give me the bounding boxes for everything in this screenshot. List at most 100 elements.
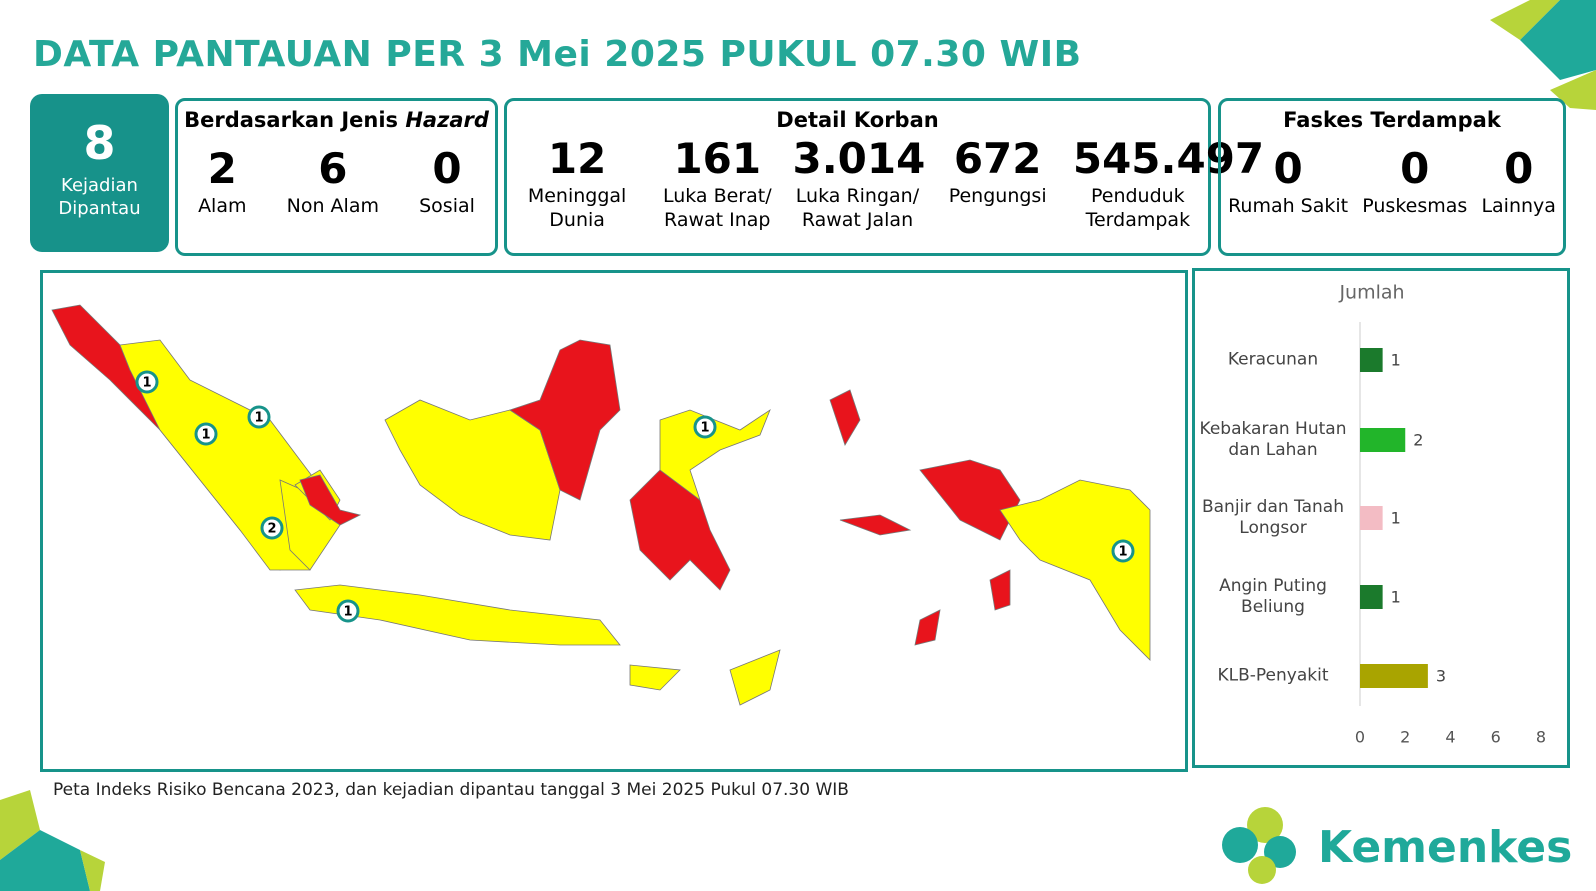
korban-label: Penduduk Terdampak <box>1085 185 1191 231</box>
faskes-label: Puskesmas <box>1362 195 1468 217</box>
bar <box>1360 428 1406 452</box>
region <box>839 514 912 536</box>
summary-card: 8 Kejadian Dipantau <box>30 94 169 252</box>
marker-label: 1 <box>343 605 352 620</box>
region <box>729 649 781 706</box>
map-frame <box>40 270 1188 772</box>
marker-label: 1 <box>254 411 263 426</box>
value-label: 1 <box>1391 351 1401 370</box>
value-label: 2 <box>1413 431 1423 450</box>
faskes-value: 0 <box>1400 144 1430 193</box>
region <box>509 339 621 501</box>
hazard-title-text: Berdasarkan Jenis <box>184 108 399 132</box>
region <box>629 469 731 591</box>
summary-count: 8 <box>83 116 116 170</box>
korban-value: 3.014 <box>792 134 926 183</box>
faskes-card: Faskes Terdampak 0 Rumah Sakit 0 Puskesmas 0… <box>1218 98 1566 256</box>
marker <box>247 405 271 429</box>
hazard-value: 0 <box>432 144 462 193</box>
korban-item: 3.014 Luka Ringan/ Rawat Jalan <box>792 134 926 232</box>
logo-text: Kemenkes <box>1318 822 1573 873</box>
faskes-value: 0 <box>1273 144 1303 193</box>
axis-title: Jumlah <box>1338 282 1404 304</box>
region <box>829 389 861 446</box>
bar <box>1360 506 1383 530</box>
x-tick-label: 4 <box>1445 728 1455 747</box>
corner-shape <box>0 790 40 860</box>
hazard-card: Berdasarkan Jenis Hazard 2 Alam 6 Non Alam 0… <box>175 98 498 256</box>
value-label: 1 <box>1391 509 1401 528</box>
region <box>989 569 1011 611</box>
hazard-item: 0 Sosial <box>419 144 475 218</box>
x-tick-label: 8 <box>1536 728 1546 747</box>
hazard-item: 6 Non Alam <box>287 144 379 218</box>
faskes-label: Rumah Sakit <box>1228 195 1349 217</box>
x-tick-label: 6 <box>1491 728 1501 747</box>
region <box>919 459 1021 541</box>
marker <box>336 599 360 623</box>
faskes-item: 0 Lainnya <box>1481 144 1555 218</box>
region <box>629 664 681 691</box>
value-label: 3 <box>1436 667 1446 686</box>
bar <box>1360 664 1428 688</box>
region <box>384 399 561 541</box>
category-label: Kebakaran Hutan dan Lahan <box>1199 419 1347 460</box>
hazard-value: 6 <box>318 144 348 193</box>
region <box>914 609 941 646</box>
marker-label: 1 <box>142 376 151 391</box>
bar <box>1360 585 1383 609</box>
hazard-items: 2 Alam 6 Non Alam 0 Sosial <box>178 144 495 218</box>
marker-label: 1 <box>1118 545 1127 560</box>
korban-value: 161 <box>673 134 762 183</box>
hazard-label: Sosial <box>419 195 475 217</box>
marker <box>260 516 284 540</box>
korban-label: Luka Berat/ Rawat Inap <box>662 185 772 231</box>
korban-card: Detail Korban 12 Meninggal Dunia 161 Luka B… <box>504 98 1264 256</box>
map: 1 1 1 2 1 1 1 <box>51 304 1151 706</box>
page-title: DATA PANTAUAN PER 3 Mei 2025 PUKUL 07.30… <box>33 34 1082 75</box>
bar <box>1360 348 1383 372</box>
faskes-title: Faskes Terdampak <box>1283 108 1501 132</box>
category-label: Keracunan <box>1227 349 1319 370</box>
hazard-title-italic: Hazard <box>405 108 489 132</box>
faskes-value: 0 <box>1504 144 1534 193</box>
marker-label: 1 <box>700 421 709 436</box>
faskes-label: Lainnya <box>1481 195 1556 217</box>
summary-label: Kejadian Dipantau <box>58 175 141 219</box>
korban-item: 672 Pengungsi <box>933 134 1063 232</box>
marker-label: 2 <box>267 522 276 537</box>
marker <box>693 415 717 439</box>
korban-items: 12 Meninggal Dunia 161 Luka Berat/ Rawat In… <box>507 134 1264 232</box>
chart-frame <box>1192 268 1570 768</box>
marker <box>194 422 218 446</box>
korban-label: Meninggal Dunia <box>527 185 627 231</box>
hazard-item: 2 Alam <box>198 144 246 218</box>
region <box>299 474 362 526</box>
category-label: Angin Puting Beliung <box>1219 576 1327 617</box>
faskes-item: 0 Rumah Sakit <box>1228 144 1348 218</box>
corner-shape <box>1490 0 1560 40</box>
faskes-items: 0 Rumah Sakit 0 Puskesmas 0 Lainnya <box>1221 144 1563 218</box>
logo-icon <box>1222 807 1296 884</box>
corner-shape <box>80 850 105 891</box>
hazard-label: Alam <box>198 195 247 217</box>
faskes-item: 0 Puskesmas <box>1362 144 1467 218</box>
korban-title: Detail Korban <box>776 108 939 132</box>
korban-item: 161 Luka Berat/ Rawat Inap <box>652 134 782 232</box>
korban-value: 672 <box>953 134 1042 183</box>
caption: Peta Indeks Risiko Bencana 2023, dan kej… <box>53 780 849 800</box>
marker-label: 1 <box>201 428 210 443</box>
korban-value: 12 <box>547 134 607 183</box>
value-label: 1 <box>1391 588 1401 607</box>
region <box>999 479 1151 661</box>
hazard-value: 2 <box>207 144 237 193</box>
korban-item: 12 Meninggal Dunia <box>512 134 642 232</box>
x-tick-label: 0 <box>1355 728 1365 747</box>
hazard-title: Berdasarkan Jenis Hazard <box>178 108 495 132</box>
hazard-label: Non Alam <box>286 195 379 217</box>
marker <box>135 370 159 394</box>
korban-label: Pengungsi <box>948 185 1047 207</box>
